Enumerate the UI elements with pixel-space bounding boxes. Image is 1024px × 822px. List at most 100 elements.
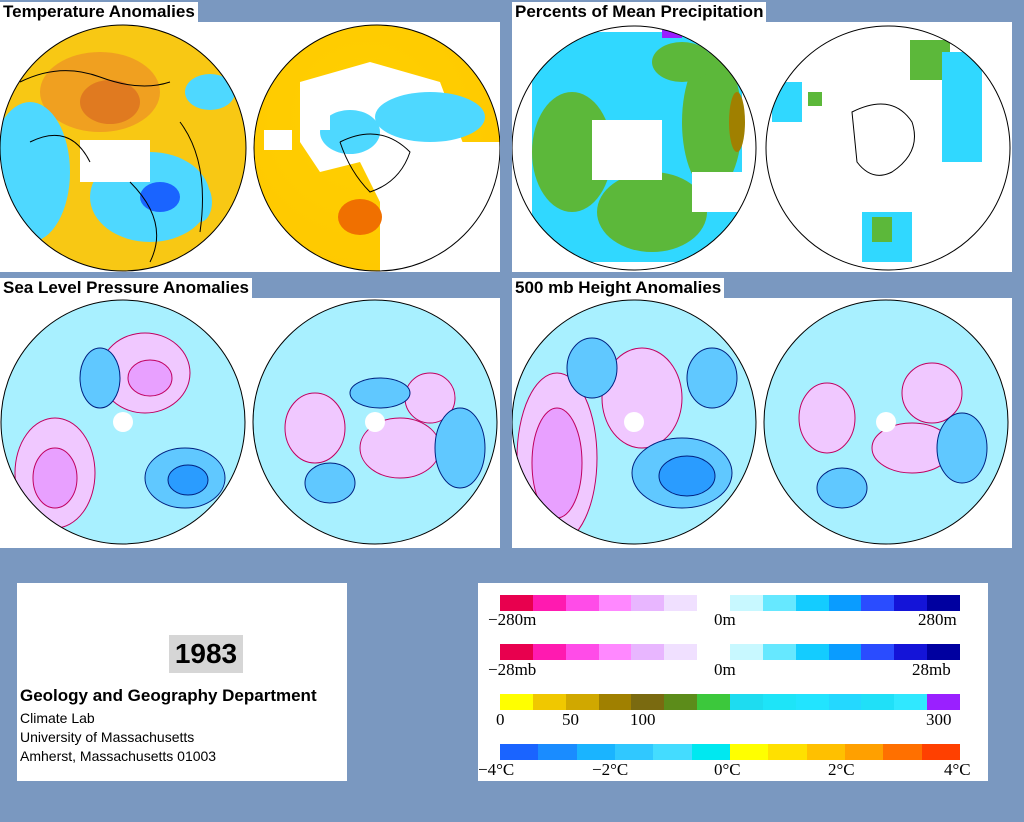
pressure-swatch bbox=[532, 644, 566, 660]
legend-box: −280m 0m 280m −28mb 0m 28mb 0 50 100 300… bbox=[478, 583, 988, 781]
pressure-swatch bbox=[894, 644, 928, 660]
temp-label-minus2: −2°C bbox=[592, 760, 629, 779]
precip-label-50: 50 bbox=[562, 710, 579, 729]
temperature-panel: Temperature Anomalies bbox=[0, 2, 500, 272]
temp-map-south bbox=[254, 25, 500, 271]
slp-title: Sea Level Pressure Anomalies bbox=[0, 278, 253, 298]
temp-label-plus4: 4°C bbox=[944, 760, 971, 779]
temperature-swatch bbox=[576, 744, 615, 760]
precipitation-swatch bbox=[664, 694, 698, 710]
height-label-zero: 0m bbox=[714, 610, 736, 629]
temp-label-zero: 0°C bbox=[714, 760, 741, 779]
precipitation-swatch bbox=[927, 694, 961, 710]
height-swatch bbox=[697, 595, 731, 611]
temperature-swatch bbox=[844, 744, 884, 760]
precip-label-300: 300 bbox=[926, 710, 952, 729]
precipitation-swatch bbox=[730, 694, 763, 710]
department-name: Geology and Geography Department bbox=[20, 686, 317, 705]
precip-label-100: 100 bbox=[630, 710, 656, 729]
slp-map-north bbox=[1, 300, 245, 544]
height-label-min: −280m bbox=[488, 610, 537, 629]
precipitation-swatch bbox=[500, 694, 533, 710]
address: Amherst, Massachusetts 01003 bbox=[20, 748, 217, 764]
height-maps bbox=[512, 299, 1009, 545]
height-swatch bbox=[795, 595, 829, 611]
temp-label-plus2: 2°C bbox=[828, 760, 855, 779]
temperature-maps bbox=[0, 24, 500, 272]
height-swatch bbox=[631, 595, 665, 611]
pressure-swatch bbox=[927, 644, 961, 660]
height-swatch bbox=[598, 595, 632, 611]
slp-map-south bbox=[253, 300, 497, 544]
height-swatch bbox=[532, 595, 566, 611]
precipitation-swatch bbox=[697, 694, 731, 710]
height-swatch bbox=[762, 595, 796, 611]
info-box: 1983 Geology and Geography Department Cl… bbox=[17, 583, 347, 781]
pressure-swatch bbox=[861, 644, 895, 660]
height-swatch bbox=[500, 595, 533, 611]
slp-panel: Sea Level Pressure Anomalies bbox=[0, 278, 500, 548]
precipitation-swatch bbox=[861, 694, 895, 710]
pressure-swatch bbox=[795, 644, 829, 660]
year-label: 1983 bbox=[169, 635, 243, 673]
pressure-swatch bbox=[500, 644, 533, 660]
pressure-swatch bbox=[730, 644, 763, 660]
precipitation-swatch bbox=[565, 694, 599, 710]
height-swatch bbox=[828, 595, 862, 611]
precip-label-0: 0 bbox=[496, 710, 505, 729]
precipitation-swatch bbox=[828, 694, 862, 710]
height-title: 500 mb Height Anomalies bbox=[512, 278, 725, 298]
precipitation-title: Percents of Mean Precipitation bbox=[512, 2, 767, 22]
pressure-swatch bbox=[598, 644, 632, 660]
temperature-swatch bbox=[768, 744, 807, 760]
height-swatch bbox=[861, 595, 895, 611]
temperature-color-bar bbox=[500, 744, 960, 760]
temp-map-north bbox=[0, 25, 246, 271]
height-color-bar bbox=[500, 595, 961, 611]
precipitation-swatch bbox=[762, 694, 796, 710]
pressure-swatch bbox=[762, 644, 796, 660]
pressure-swatch bbox=[697, 644, 731, 660]
precipitation-swatch bbox=[894, 694, 928, 710]
slp-maps bbox=[0, 299, 498, 545]
temperature-swatch bbox=[614, 744, 654, 760]
pressure-label-max: 28mb bbox=[912, 660, 951, 679]
height-panel: 500 mb Height Anomalies bbox=[512, 278, 1012, 548]
temperature-swatch bbox=[729, 744, 769, 760]
temp-label-minus4: −4°C bbox=[478, 760, 515, 779]
temperature-title: Temperature Anomalies bbox=[0, 2, 198, 22]
height-swatch bbox=[664, 595, 698, 611]
pressure-swatch bbox=[664, 644, 698, 660]
university-name: University of Massachusetts bbox=[20, 729, 195, 745]
height-swatch bbox=[730, 595, 763, 611]
lab-name: Climate Lab bbox=[20, 710, 95, 726]
height-swatch bbox=[894, 595, 928, 611]
precipitation-maps bbox=[512, 25, 1011, 271]
temperature-swatch bbox=[500, 744, 539, 760]
precip-map-south bbox=[766, 26, 1010, 270]
height-map-north bbox=[512, 300, 756, 544]
height-map-south bbox=[764, 300, 1008, 544]
temperature-swatch bbox=[691, 744, 730, 760]
temperature-swatch bbox=[806, 744, 845, 760]
pressure-label-zero: 0m bbox=[714, 660, 736, 679]
precipitation-swatch bbox=[598, 694, 632, 710]
pressure-label-min: −28mb bbox=[488, 660, 537, 679]
precip-map-north bbox=[512, 26, 756, 270]
temperature-swatch bbox=[653, 744, 692, 760]
precipitation-swatch bbox=[631, 694, 665, 710]
temperature-swatch bbox=[883, 744, 922, 760]
precipitation-swatch bbox=[532, 694, 566, 710]
pressure-swatch bbox=[631, 644, 665, 660]
precipitation-swatch bbox=[795, 694, 829, 710]
pressure-swatch bbox=[828, 644, 862, 660]
pressure-swatch bbox=[565, 644, 599, 660]
temperature-swatch bbox=[538, 744, 577, 760]
temperature-swatch bbox=[921, 744, 960, 760]
height-swatch bbox=[565, 595, 599, 611]
pressure-color-bar bbox=[500, 644, 961, 660]
height-swatch bbox=[927, 595, 961, 611]
precipitation-panel: Percents of Mean Precipitation bbox=[512, 2, 1012, 272]
height-label-max: 280m bbox=[918, 610, 957, 629]
precipitation-color-bar bbox=[500, 694, 961, 710]
